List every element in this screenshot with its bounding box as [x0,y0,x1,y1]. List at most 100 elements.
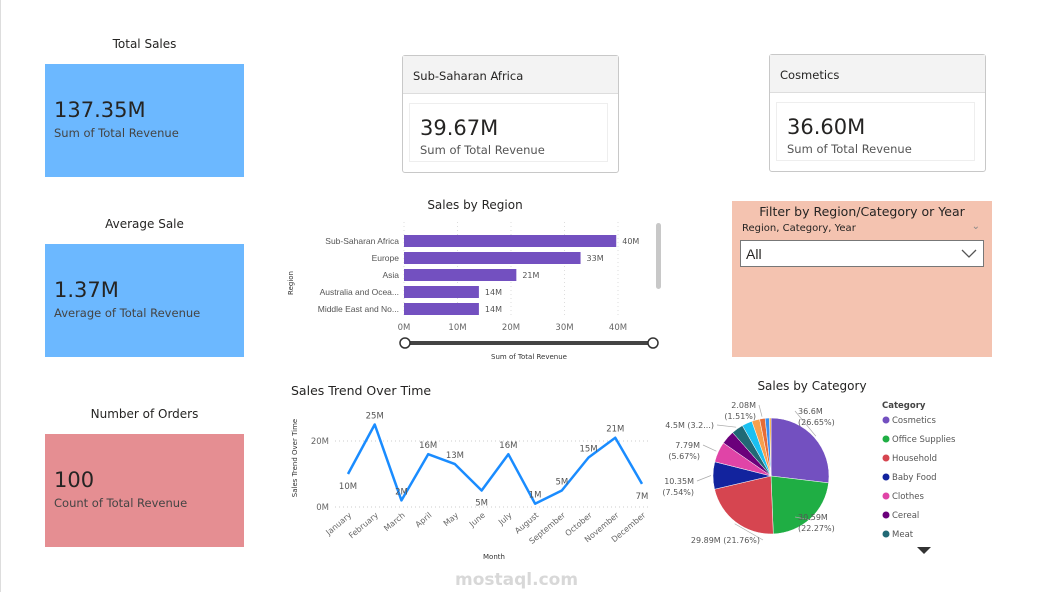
data-label: 16M [419,441,437,451]
data-label: 5M [475,499,488,509]
x-tick-label: May [442,510,461,528]
legend-item[interactable]: Office Supplies [892,435,956,445]
y-tick-label: Asia [382,270,399,280]
data-label: (1.51%) [724,412,756,421]
data-label: 33M [587,254,604,263]
x-tick-label: July [496,510,514,527]
card-value: 36.60M [787,115,866,139]
kpi-title: Number of Orders [90,407,199,421]
data-label: 14M [485,288,502,297]
data-label: (5.67%) [668,452,700,461]
zoom-slider-handle[interactable] [399,337,411,349]
chart-title: Sales by Category [757,379,866,393]
leader-line [758,404,763,417]
legend-marker [882,435,890,443]
kpi-title: Average Sale [105,217,184,231]
x-tick-label: 30M [555,323,573,333]
legend-item[interactable]: Household [892,454,937,464]
data-label: 40M [622,237,639,246]
x-axis-label: Month [483,553,505,561]
x-tick-label: February [347,510,380,540]
data-label: 29.89M (21.76%) [691,536,760,545]
data-label: 5M [555,478,568,488]
zoom-slider-handle[interactable] [647,337,659,349]
sales-by-region-chart: Sales by Region Region 0M 10M 20M 30M 40M Sub-S… [287,198,661,361]
card-header: Sub-Saharan Africa [403,56,618,94]
filter-dropdown[interactable]: All [740,240,984,267]
kpi-card: 1.37M Average of Total Revenue [45,244,244,357]
bar [404,303,479,315]
kpi-card: 137.35M Sum of Total Revenue [45,64,244,177]
leader-line [794,410,817,437]
page-border [0,0,1,592]
legend-item[interactable]: Cosmetics [892,416,936,426]
data-label: 16M [499,441,517,451]
data-label: 25M [366,412,384,422]
legend-marker [882,511,890,519]
y-tick-label: Europe [372,253,400,263]
legend-item[interactable]: Clothes [892,492,924,502]
legend-item[interactable]: Baby Food [892,473,937,483]
legend-item[interactable]: Cereal [892,511,919,521]
scrollbar[interactable] [656,223,661,289]
x-tick-label: 10M [448,323,466,333]
leader-line [702,444,717,452]
filter-slicer: Filter by Region/Category or Year Region… [732,201,992,357]
data-label: (22.27%) [798,524,835,533]
data-label: 2M [395,487,408,497]
sales-trend-chart: Sales Trend Over Time Sales Trend Over Ti… [291,383,650,561]
data-label: 10.35M [664,477,694,486]
pie-slice [770,475,829,535]
leader-line [734,523,764,541]
leader-line [696,475,712,482]
data-label: (7.54%) [662,488,694,497]
kpi-card: 100 Count of Total Revenue [45,434,244,547]
card-header: Cosmetics [770,55,985,93]
legend-marker [882,454,890,462]
y-axis-label: Region [287,271,295,295]
data-label: 13M [446,451,464,461]
sales-by-category-chart: Sales by Category 36.6M (26.65%) 30.59M (22.… [662,379,956,554]
x-tick-label: 20M [502,323,520,333]
bar [404,252,581,264]
chart-title: Sales Trend Over Time [291,383,431,398]
pie-slice [769,417,772,477]
kpi-value: 137.35M [54,98,146,122]
trend-line [346,423,644,505]
legend-scroll-down-icon[interactable] [917,547,931,554]
filtered-card: Cosmetics 36.60M Sum of Total Revenue [769,54,986,172]
kpi-value: 1.37M [54,278,119,302]
y-tick-label: Sub-Saharan Africa [325,236,399,246]
legend-marker [882,530,890,538]
data-label: 2.08M [731,401,756,410]
data-label: 7M [636,492,649,502]
y-tick-label: Australia and Ocea... [320,287,399,297]
y-axis-label: Sales Trend Over Time [291,419,299,497]
y-tick-label: 0M [316,503,329,513]
data-label: 10M [339,482,357,492]
legend-marker [882,492,890,500]
bar [404,269,517,281]
kpi-title: Total Sales [112,37,177,51]
data-label: (26.65%) [798,418,835,427]
x-tick-label: April [414,511,434,530]
kpi-subtitle: Count of Total Revenue [54,496,188,510]
kpi-subtitle: Average of Total Revenue [54,306,201,320]
x-tick-label: 0M [398,323,411,333]
y-tick-label: 20M [311,437,329,447]
chevron-down-icon[interactable]: ⌄ [971,221,980,232]
card-subtitle: Sum of Total Revenue [420,143,545,157]
y-tick-label: Middle East and No... [318,304,399,314]
pie-slice [770,417,830,484]
x-axis-label: Sum of Total Revenue [491,353,567,361]
data-label: 14M [485,305,502,314]
chevron-down-icon [961,249,977,258]
bar [404,286,479,298]
x-tick-label: June [467,511,487,530]
pie-slice [714,475,774,535]
chart-title: Sales by Region [427,198,522,212]
legend-item[interactable]: Meat [892,530,914,540]
legend-marker [882,416,890,424]
legend-title: Category [882,401,926,411]
filter-label[interactable]: Region, Category, Year ⌄ [742,221,980,234]
